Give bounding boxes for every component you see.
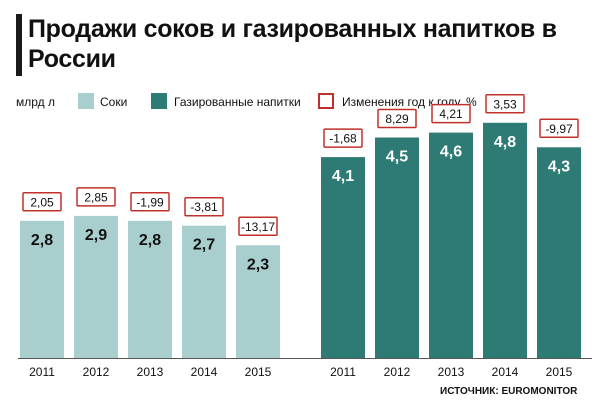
- x-tick-juice-2015: 2015: [245, 365, 272, 379]
- change-label-juice-2014: -3,81: [190, 200, 218, 214]
- legend-swatch-change: [318, 93, 334, 109]
- value-label-soda-2011: 4,1: [332, 168, 354, 185]
- change-badge-soda-2012: [377, 108, 417, 129]
- value-label-soda-2014: 4,8: [494, 134, 516, 151]
- change-badge-juice-2011: [22, 192, 62, 212]
- chart-title: Продажи соков и газированных напитков в …: [28, 15, 557, 73]
- value-label-soda-2012: 4,5: [386, 149, 408, 166]
- change-badge-soda-2015: [539, 118, 579, 139]
- bar-soda-2012: [375, 137, 419, 358]
- change-label-soda-2013: 4,21: [439, 107, 463, 121]
- value-label-juice-2015: 2,3: [247, 256, 269, 273]
- change-badge-soda-2014: [485, 94, 525, 114]
- value-label-juice-2013: 2,8: [139, 232, 161, 249]
- change-label-soda-2015: -9,97: [545, 122, 573, 136]
- change-label-juice-2011: 2,05: [30, 195, 54, 209]
- change-badge-juice-2012: [76, 187, 116, 207]
- value-label-juice-2014: 2,7: [193, 237, 215, 254]
- change-badge-soda-2011: [323, 128, 363, 148]
- change-label-juice-2012: 2,85: [84, 190, 108, 204]
- x-tick-juice-2013: 2013: [137, 365, 164, 379]
- legend: млрд л Соки Газированные напитки Изменен…: [0, 92, 604, 112]
- legend-swatch-soda: [151, 93, 167, 109]
- value-label-juice-2012: 2,9: [85, 227, 107, 244]
- unit-label: млрд л: [16, 95, 55, 109]
- change-badge-juice-2014: [184, 196, 224, 217]
- legend-label-soda: Газированные напитки: [174, 95, 301, 109]
- value-label-soda-2013: 4,6: [440, 144, 462, 161]
- bar-soda-2013: [429, 132, 473, 358]
- bar-juice-2014: [182, 225, 226, 358]
- x-tick-soda-2012: 2012: [384, 365, 411, 379]
- x-tick-soda-2015: 2015: [546, 365, 573, 379]
- change-badge-juice-2013: [130, 192, 170, 212]
- title-accent-bar: [16, 14, 22, 76]
- change-label-soda-2012: 8,29: [385, 112, 409, 126]
- bar-juice-2012: [74, 215, 118, 358]
- x-tick-soda-2013: 2013: [438, 365, 465, 379]
- bar-juice-2011: [20, 220, 64, 358]
- legend-label-juice: Соки: [100, 95, 128, 109]
- value-label-soda-2015: 4,3: [548, 158, 570, 175]
- bar-soda-2014: [483, 122, 527, 358]
- x-tick-juice-2014: 2014: [191, 365, 218, 379]
- bar-juice-2015: [236, 245, 280, 358]
- source-note: ИСТОЧНИК: EUROMONITOR: [440, 386, 578, 397]
- bar-soda-2011: [321, 157, 365, 358]
- bar-soda-2015: [537, 147, 581, 358]
- x-tick-juice-2012: 2012: [83, 365, 110, 379]
- x-tick-soda-2011: 2011: [330, 365, 356, 379]
- value-label-juice-2011: 2,8: [31, 232, 53, 249]
- change-label-juice-2015: -13,17: [241, 220, 275, 234]
- bar-juice-2013: [128, 220, 172, 358]
- change-label-juice-2013: -1,99: [136, 195, 164, 209]
- x-tick-juice-2011: 2011: [29, 365, 55, 379]
- change-label-soda-2014: 3,53: [493, 97, 517, 111]
- change-label-soda-2011: -1,68: [329, 132, 357, 146]
- change-badge-juice-2015: [238, 216, 278, 237]
- legend-swatch-juice: [78, 93, 94, 109]
- x-tick-soda-2014: 2014: [492, 365, 519, 379]
- change-badge-soda-2013: [431, 103, 471, 124]
